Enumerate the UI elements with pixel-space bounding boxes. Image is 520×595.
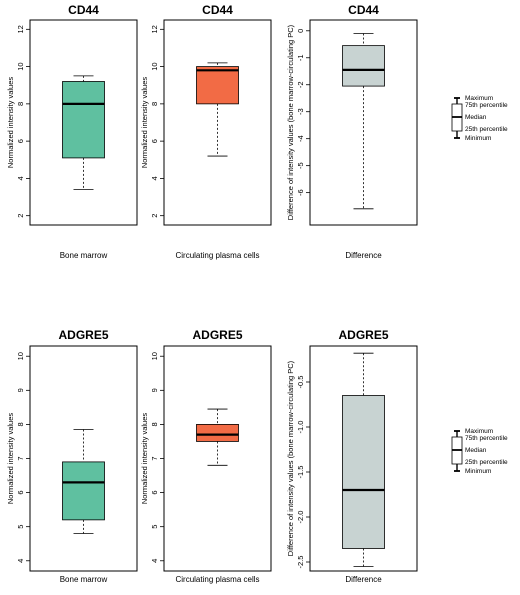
- y-tick-label: 2: [150, 214, 159, 218]
- panel-title: CD44: [68, 3, 99, 17]
- y-tick-label: -3: [296, 108, 305, 115]
- y-tick-label: -6: [296, 189, 305, 196]
- y-tick-label: 6: [150, 139, 159, 143]
- boxplot-panel: ADGRE5 4 5 6 7 8 9 10 Normalized intensity value…: [6, 328, 138, 584]
- y-tick-label: 4: [150, 176, 159, 180]
- y-tick-label: 4: [150, 559, 159, 563]
- iqr-box: [342, 45, 385, 87]
- boxplot-panel: CD44 2 4 6 8 10 12 Normalized intensity values C…: [140, 3, 272, 260]
- y-tick-label: 10: [150, 352, 159, 360]
- legend-label-median: Median: [465, 447, 487, 454]
- y-tick-label: 8: [150, 102, 159, 106]
- y-tick-label: -0.5: [296, 376, 305, 389]
- panel-title: CD44: [202, 3, 233, 17]
- y-tick-label: 4: [16, 176, 25, 180]
- legend-label-median: Median: [465, 114, 487, 121]
- y-tick-label: 9: [16, 388, 25, 392]
- x-axis-label: Bone marrow: [60, 251, 108, 260]
- panel-title: ADGRE5: [58, 328, 108, 342]
- panel-title: ADGRE5: [192, 328, 242, 342]
- plot-frame: [29, 19, 138, 226]
- y-axis-label: Normalized intensity values: [140, 413, 149, 505]
- y-tick-label: 7: [16, 456, 25, 460]
- x-axis-label: Bone marrow: [60, 575, 108, 584]
- y-tick-label: 6: [16, 491, 25, 495]
- iqr-box: [196, 66, 239, 105]
- y-axis-label: Normalized intensity values: [140, 77, 149, 169]
- legend-label-maximum: Maximum: [465, 95, 493, 102]
- y-tick-label: 5: [150, 525, 159, 529]
- y-tick-label: 0: [296, 29, 305, 33]
- x-axis-label: Circulating plasma cells: [175, 251, 259, 260]
- x-axis-label: Difference: [345, 251, 382, 260]
- y-tick-label: -2.0: [296, 511, 305, 524]
- iqr-box: [342, 395, 385, 549]
- plot-frame: [309, 19, 418, 226]
- panel-title: CD44: [348, 3, 379, 17]
- y-tick-label: 8: [150, 422, 159, 426]
- y-tick-label: -1.5: [296, 466, 305, 479]
- legend-label-maximum: Maximum: [465, 428, 493, 435]
- y-tick-label: 12: [16, 25, 25, 33]
- x-axis-label: Circulating plasma cells: [175, 575, 259, 584]
- iqr-box: [196, 424, 239, 442]
- y-axis-label: Difference of intensity values (bone mar…: [286, 24, 295, 220]
- legend-label-minimum: Minimum: [465, 468, 491, 475]
- legend-label-75th: 75th percentile: [465, 435, 508, 442]
- y-tick-label: 4: [16, 559, 25, 563]
- plot-frame: [163, 19, 272, 226]
- y-axis-label: Difference of intensity values (bone mar…: [286, 360, 295, 556]
- y-tick-label: 2: [16, 214, 25, 218]
- y-tick-label: 8: [16, 422, 25, 426]
- iqr-box: [62, 461, 105, 521]
- y-tick-label: -4: [296, 135, 305, 142]
- y-tick-label: 12: [150, 25, 159, 33]
- panel-title: ADGRE5: [338, 328, 388, 342]
- boxplot-panel: ADGRE5 4 5 6 7 8 9 10 Normalized intensity value…: [140, 328, 272, 584]
- y-tick-label: -5: [296, 162, 305, 169]
- x-axis-label: Difference: [345, 575, 382, 584]
- y-tick-label: 10: [150, 62, 159, 70]
- y-tick-label: -2: [296, 81, 305, 88]
- y-tick-label: 10: [16, 62, 25, 70]
- legend-label-minimum: Minimum: [465, 135, 491, 142]
- y-tick-label: 6: [150, 491, 159, 495]
- y-axis-label: Normalized intensity values: [6, 77, 15, 169]
- y-tick-label: 6: [16, 139, 25, 143]
- legend-label-25th: 25th percentile: [465, 126, 508, 133]
- iqr-box: [62, 81, 105, 159]
- plot-frame: [309, 345, 418, 572]
- boxplot-panel: CD44 2 4 6 8 10 12 Normalized intensity values B…: [6, 3, 138, 260]
- y-tick-label: -2.5: [296, 556, 305, 569]
- legend-label-75th: 75th percentile: [465, 102, 508, 109]
- y-tick-label: 7: [150, 456, 159, 460]
- y-tick-label: 9: [150, 388, 159, 392]
- y-tick-label: -1.0: [296, 421, 305, 434]
- y-axis-label: Normalized intensity values: [6, 413, 15, 505]
- y-tick-label: -1: [296, 54, 305, 61]
- legend-label-25th: 25th percentile: [465, 459, 508, 466]
- y-tick-label: 8: [16, 102, 25, 106]
- y-tick-label: 5: [16, 525, 25, 529]
- y-tick-label: 10: [16, 352, 25, 360]
